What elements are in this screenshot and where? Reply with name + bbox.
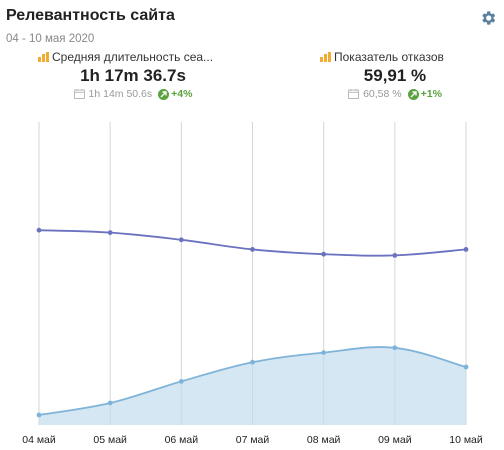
x-tick-label: 09 май <box>378 434 412 446</box>
bar-chart-icon <box>38 52 49 62</box>
x-tick-label: 10 май <box>449 434 483 446</box>
series-1-point-0 <box>36 412 42 418</box>
series-0-point-5 <box>392 253 398 258</box>
series-1-point-4 <box>321 350 327 355</box>
x-tick-label: 08 май <box>307 434 341 446</box>
series-1-point-3 <box>250 359 255 365</box>
metric-label: Средняя длительность сеа... <box>52 50 214 64</box>
metric-previous: 1h 14m 50.6s <box>88 88 153 100</box>
series-1-point-1 <box>107 400 113 406</box>
x-tick-label: 05 май <box>93 434 127 446</box>
series-1-point-6 <box>463 364 469 370</box>
page-title: Релевантность сайта <box>6 7 175 24</box>
x-tick-label: 06 май <box>165 434 199 446</box>
x-tick-label: 04 май <box>22 434 56 446</box>
metric-label: Показатель отказов <box>334 50 444 64</box>
metric-delta: +4% <box>171 88 193 100</box>
metric-session-duration: Средняя длительность сеа... 1h 17m 36.7s… <box>38 50 228 100</box>
series-0-point-6 <box>463 247 469 252</box>
series-0-point-0 <box>36 227 42 233</box>
calendar-icon <box>73 89 85 99</box>
metric-value: 59,91 % <box>363 66 427 85</box>
gear-icon[interactable] <box>479 9 497 27</box>
metric-bounce-rate: Показатель отказов 59,91 % 60,58 % +1% <box>320 50 470 100</box>
series-0-point-2 <box>178 237 184 243</box>
calendar-icon <box>348 89 360 99</box>
series-1-point-2 <box>178 379 184 384</box>
x-tick-label: 07 май <box>236 434 270 446</box>
date-range: 04 - 10 мая 2020 <box>6 33 95 45</box>
series-1-point-5 <box>392 345 398 351</box>
series-0-point-3 <box>250 247 255 252</box>
metric-value: 1h 17m 36.7s <box>80 66 186 85</box>
metric-delta: +1% <box>420 88 442 100</box>
metric-previous: 60,58 % <box>363 88 402 100</box>
series-0-point-1 <box>107 230 113 236</box>
bar-chart-icon <box>320 52 331 62</box>
series-0-point-4 <box>321 251 327 257</box>
arrow-up-icon <box>407 88 419 100</box>
arrow-up-icon <box>158 88 170 100</box>
